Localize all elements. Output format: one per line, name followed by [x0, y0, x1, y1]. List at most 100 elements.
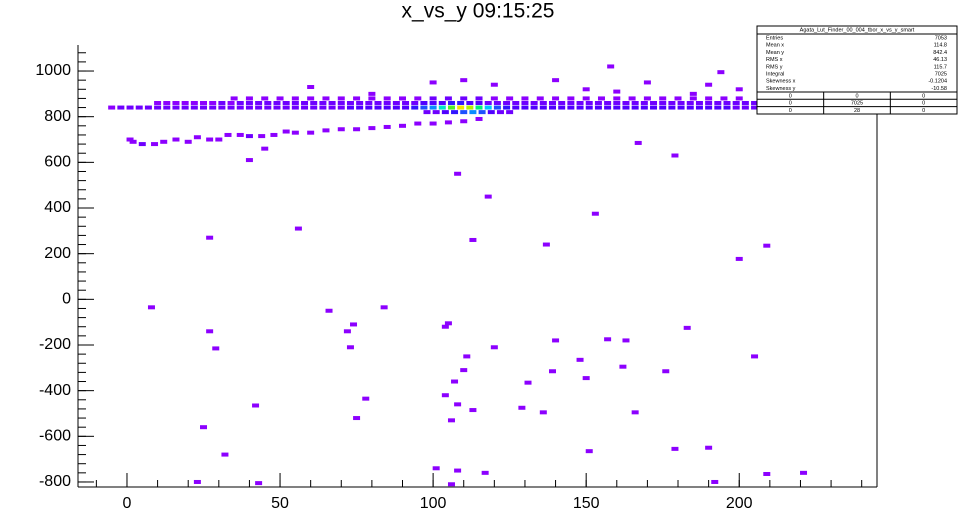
stats-value: -10.58 — [931, 86, 947, 92]
cell — [325, 308, 333, 313]
cell — [261, 146, 269, 151]
cell — [383, 105, 391, 110]
cell — [659, 105, 667, 110]
cell — [539, 410, 547, 415]
cell — [451, 110, 459, 115]
cell — [643, 80, 651, 85]
y-tick-label: -800 — [39, 473, 71, 490]
x-tick-label: 200 — [726, 495, 753, 512]
cell — [398, 96, 406, 101]
cell — [310, 105, 318, 110]
cell — [383, 124, 391, 129]
cell — [447, 105, 455, 110]
stats-value: 46.13 — [933, 57, 947, 63]
cell — [512, 100, 520, 105]
cell — [138, 142, 146, 147]
cell — [383, 96, 391, 101]
cell — [346, 345, 354, 350]
cell — [659, 100, 667, 105]
cell — [567, 105, 575, 110]
cell — [723, 105, 731, 110]
y-tick-label: 200 — [44, 245, 71, 262]
cell — [273, 105, 281, 110]
cell — [447, 482, 455, 487]
cell — [686, 100, 694, 105]
cell — [463, 354, 471, 359]
x-tick-label: 150 — [573, 495, 600, 512]
cell — [490, 345, 498, 350]
y-tick-label: -200 — [39, 336, 71, 353]
cell — [594, 105, 602, 110]
cell — [686, 105, 694, 110]
cell — [695, 105, 703, 110]
cell — [650, 100, 658, 105]
cell — [163, 100, 171, 105]
cell — [411, 100, 419, 105]
cell — [631, 105, 639, 110]
cell — [506, 110, 514, 115]
cell — [585, 105, 593, 110]
cell — [264, 105, 272, 110]
cell — [714, 100, 722, 105]
cell — [705, 105, 713, 110]
cell — [392, 100, 400, 105]
cell — [662, 369, 670, 374]
cell — [705, 96, 713, 101]
cell — [245, 96, 253, 101]
cell — [383, 100, 391, 105]
cell — [117, 105, 125, 110]
cell — [549, 100, 557, 105]
cell — [503, 105, 511, 110]
stats-title: Agata_Lut_Finder_00_004_tbor_x_vs_y_smar… — [800, 27, 915, 33]
cell — [438, 105, 446, 110]
cell — [291, 130, 299, 135]
stats-label: Mean x — [766, 43, 784, 49]
cell — [640, 105, 648, 110]
cell — [441, 110, 449, 115]
stats-table-cell: 0 — [789, 108, 792, 114]
cell — [524, 380, 532, 385]
cell — [475, 105, 483, 110]
cell — [607, 64, 615, 69]
cell — [460, 368, 468, 373]
cell — [193, 135, 201, 140]
stats-table-cell: 28 — [854, 108, 860, 114]
cell — [512, 105, 520, 110]
y-tick-label: 800 — [44, 108, 71, 125]
cell — [245, 100, 253, 105]
cell — [245, 158, 253, 163]
cell — [172, 137, 180, 142]
cell — [444, 120, 452, 125]
cell — [307, 85, 315, 90]
cell — [705, 100, 713, 105]
cell — [447, 100, 455, 105]
cell — [337, 127, 345, 132]
cell — [594, 100, 602, 105]
cell — [457, 105, 465, 110]
cell — [212, 346, 220, 351]
cell — [484, 105, 492, 110]
cell — [209, 100, 217, 105]
cell — [291, 105, 299, 110]
cell — [181, 105, 189, 110]
cell — [619, 364, 627, 369]
cell — [576, 100, 584, 105]
cell — [255, 100, 263, 105]
cell — [365, 105, 373, 110]
cell — [518, 405, 526, 410]
cell — [763, 471, 771, 476]
cell — [521, 100, 529, 105]
cell — [441, 324, 449, 329]
stats-label: RMS x — [766, 57, 783, 63]
cell — [252, 403, 260, 408]
cell — [307, 96, 315, 101]
cell — [659, 96, 667, 101]
cell — [720, 96, 728, 101]
cell — [429, 105, 437, 110]
cell — [484, 194, 492, 199]
cell — [705, 82, 713, 87]
cell — [255, 105, 263, 110]
cell — [282, 129, 290, 134]
y-tick-label: 600 — [44, 154, 71, 171]
